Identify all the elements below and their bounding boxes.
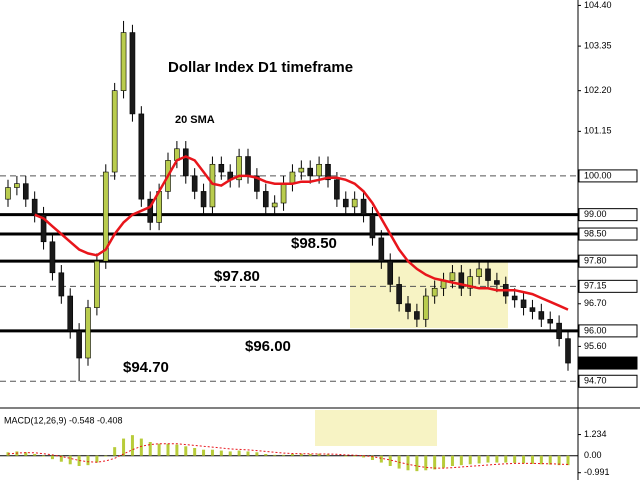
candle-body bbox=[245, 156, 251, 177]
candle-body bbox=[396, 284, 402, 305]
candle-body bbox=[31, 198, 38, 215]
candle-body bbox=[14, 183, 20, 188]
candle-body bbox=[520, 299, 527, 308]
candle-body bbox=[360, 198, 367, 215]
candle-body bbox=[529, 307, 536, 312]
candle-body bbox=[334, 179, 340, 200]
y-tick-label: 95.60 bbox=[584, 341, 607, 351]
candle-body bbox=[511, 295, 518, 301]
candle-body bbox=[40, 214, 47, 243]
candle-body bbox=[485, 268, 491, 281]
level-label-box bbox=[578, 208, 638, 222]
candle-body bbox=[191, 175, 198, 192]
candle-body bbox=[476, 268, 482, 277]
sma-label: 20 SMA bbox=[175, 114, 215, 126]
candle-body bbox=[298, 167, 305, 173]
candle-body bbox=[556, 322, 562, 339]
y-tick-label: 101.15 bbox=[584, 126, 612, 136]
candle-body bbox=[76, 330, 82, 359]
candle-body bbox=[414, 311, 420, 320]
annotation: $94.70 bbox=[123, 359, 169, 376]
candle-body bbox=[271, 202, 278, 208]
candle-body bbox=[422, 295, 429, 320]
candle-body bbox=[467, 276, 474, 289]
macd-tick-label: 0.00 bbox=[584, 450, 602, 460]
level-label: 100.00 bbox=[584, 170, 612, 180]
candle-body bbox=[120, 32, 127, 91]
level-label: 95.17 bbox=[584, 357, 607, 367]
sma-line bbox=[34, 155, 569, 311]
candle-body bbox=[405, 303, 411, 312]
candle-body bbox=[218, 163, 225, 173]
y-tick-label: 102.20 bbox=[584, 85, 612, 95]
candle-body bbox=[449, 272, 456, 281]
chart-title: Dollar Index D1 timeframe bbox=[168, 59, 353, 76]
level-label: 94.70 bbox=[584, 376, 607, 386]
level-label: 97.80 bbox=[584, 256, 607, 266]
macd-highlight-zone bbox=[315, 410, 437, 446]
candle-body bbox=[58, 272, 65, 297]
candle-body bbox=[565, 338, 571, 364]
candle-body bbox=[129, 32, 136, 115]
candle-body bbox=[387, 260, 394, 285]
candle-body bbox=[147, 198, 154, 223]
level-label-box bbox=[578, 356, 638, 370]
level-label: 99.00 bbox=[584, 209, 607, 219]
candle-body bbox=[494, 280, 500, 285]
candle-body bbox=[342, 198, 349, 208]
candle-body bbox=[351, 198, 358, 208]
candle-body bbox=[85, 307, 91, 359]
level-label-box bbox=[578, 279, 638, 293]
candle-body bbox=[182, 148, 189, 177]
candle-body bbox=[280, 183, 287, 204]
candle-body bbox=[458, 272, 465, 289]
candle-body bbox=[369, 214, 376, 239]
macd-tick-label: 1.234 bbox=[584, 429, 607, 439]
macd-signal bbox=[7, 443, 569, 469]
candle-body bbox=[5, 187, 11, 200]
candle-body bbox=[538, 311, 545, 320]
level-label: 97.15 bbox=[584, 281, 607, 291]
level-label: 98.50 bbox=[584, 228, 607, 238]
candle-body bbox=[200, 191, 207, 208]
candle-body bbox=[236, 156, 242, 181]
candle-body bbox=[254, 175, 260, 192]
level-label-box bbox=[578, 227, 638, 241]
candle-body bbox=[547, 318, 554, 324]
candle-body bbox=[431, 287, 438, 297]
level-label-box bbox=[578, 254, 638, 268]
candle-body bbox=[209, 163, 216, 208]
level-label-box bbox=[578, 169, 638, 183]
candle-body bbox=[262, 191, 269, 208]
macd-label: MACD(12,26,9) -0.548 -0.408 bbox=[4, 415, 123, 425]
candle-body bbox=[316, 163, 322, 177]
level-label-box bbox=[578, 324, 638, 338]
candle-body bbox=[22, 183, 29, 200]
y-tick-label: 96.70 bbox=[584, 298, 607, 308]
annotation: $98.50 bbox=[291, 235, 337, 252]
candle-body bbox=[289, 171, 296, 184]
candle-body bbox=[138, 113, 145, 200]
macd-tick-label: -0.991 bbox=[584, 467, 610, 477]
annotation: $96.00 bbox=[245, 338, 291, 355]
candle-body bbox=[49, 241, 56, 274]
candle-body bbox=[325, 163, 331, 181]
y-tick-label: 103.35 bbox=[584, 40, 612, 50]
candle-body bbox=[102, 171, 109, 262]
level-label: 96.00 bbox=[584, 325, 607, 335]
highlight-zone bbox=[350, 260, 508, 328]
annotation: $97.80 bbox=[214, 268, 260, 285]
candle-body bbox=[94, 260, 100, 308]
candle-body bbox=[67, 295, 74, 332]
candle-body bbox=[307, 167, 314, 177]
level-label-box bbox=[578, 374, 638, 388]
candle-body bbox=[378, 237, 385, 262]
candle-body bbox=[111, 90, 118, 173]
y-tick-label: 104.40 bbox=[584, 0, 612, 10]
